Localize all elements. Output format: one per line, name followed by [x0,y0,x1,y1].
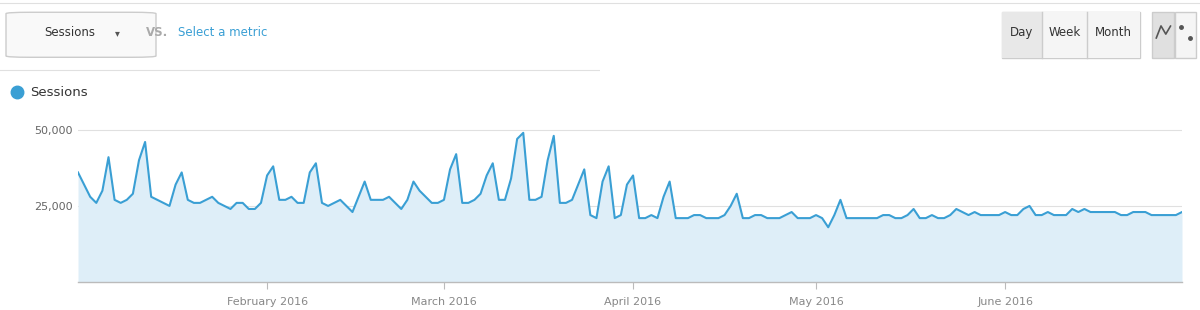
Text: Day: Day [1010,26,1033,39]
Text: VS.: VS. [146,26,169,39]
FancyBboxPatch shape [1087,11,1140,58]
FancyBboxPatch shape [1152,11,1174,58]
FancyBboxPatch shape [1175,11,1196,58]
Text: Sessions: Sessions [44,26,95,39]
Text: Sessions: Sessions [30,86,88,99]
Text: ▾: ▾ [115,28,120,38]
Text: Select a metric: Select a metric [178,26,266,39]
Text: Week: Week [1049,26,1080,39]
FancyBboxPatch shape [1002,11,1140,58]
FancyBboxPatch shape [6,12,156,57]
FancyBboxPatch shape [1002,11,1042,58]
FancyBboxPatch shape [1042,11,1087,58]
Text: Month: Month [1096,26,1132,39]
